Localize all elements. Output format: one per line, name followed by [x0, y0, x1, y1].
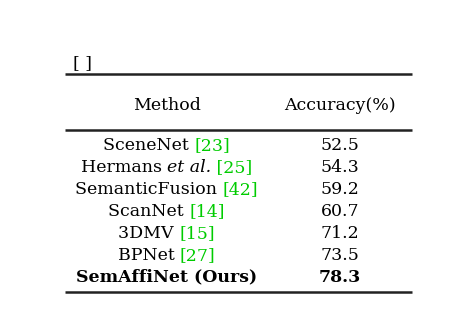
Text: 54.3: 54.3 [321, 159, 359, 176]
Text: [23]: [23] [194, 137, 230, 154]
Text: [15]: [15] [179, 225, 215, 242]
Text: [25]: [25] [211, 159, 253, 176]
Text: 60.7: 60.7 [321, 203, 359, 220]
Text: [14]: [14] [189, 203, 225, 220]
Text: SemanticFusion: SemanticFusion [75, 181, 223, 198]
Text: 59.2: 59.2 [321, 181, 359, 198]
Text: SceneNet: SceneNet [103, 137, 194, 154]
Text: Method: Method [133, 97, 200, 114]
Text: [42]: [42] [223, 181, 258, 198]
Text: 52.5: 52.5 [321, 137, 359, 154]
Text: BPNet: BPNet [117, 247, 180, 264]
Text: ScanNet: ScanNet [108, 203, 189, 220]
Text: 73.5: 73.5 [321, 247, 359, 264]
Text: Accuracy(%): Accuracy(%) [284, 97, 396, 114]
Text: [ ]: [ ] [73, 55, 92, 72]
Text: Hermans: Hermans [81, 159, 167, 176]
Text: [27]: [27] [180, 247, 216, 264]
Text: 3DMV: 3DMV [118, 225, 179, 242]
Text: SemAffiNet (Ours): SemAffiNet (Ours) [76, 269, 257, 286]
Text: 78.3: 78.3 [319, 269, 361, 286]
Text: 71.2: 71.2 [321, 225, 359, 242]
Text: et al.: et al. [167, 159, 211, 176]
